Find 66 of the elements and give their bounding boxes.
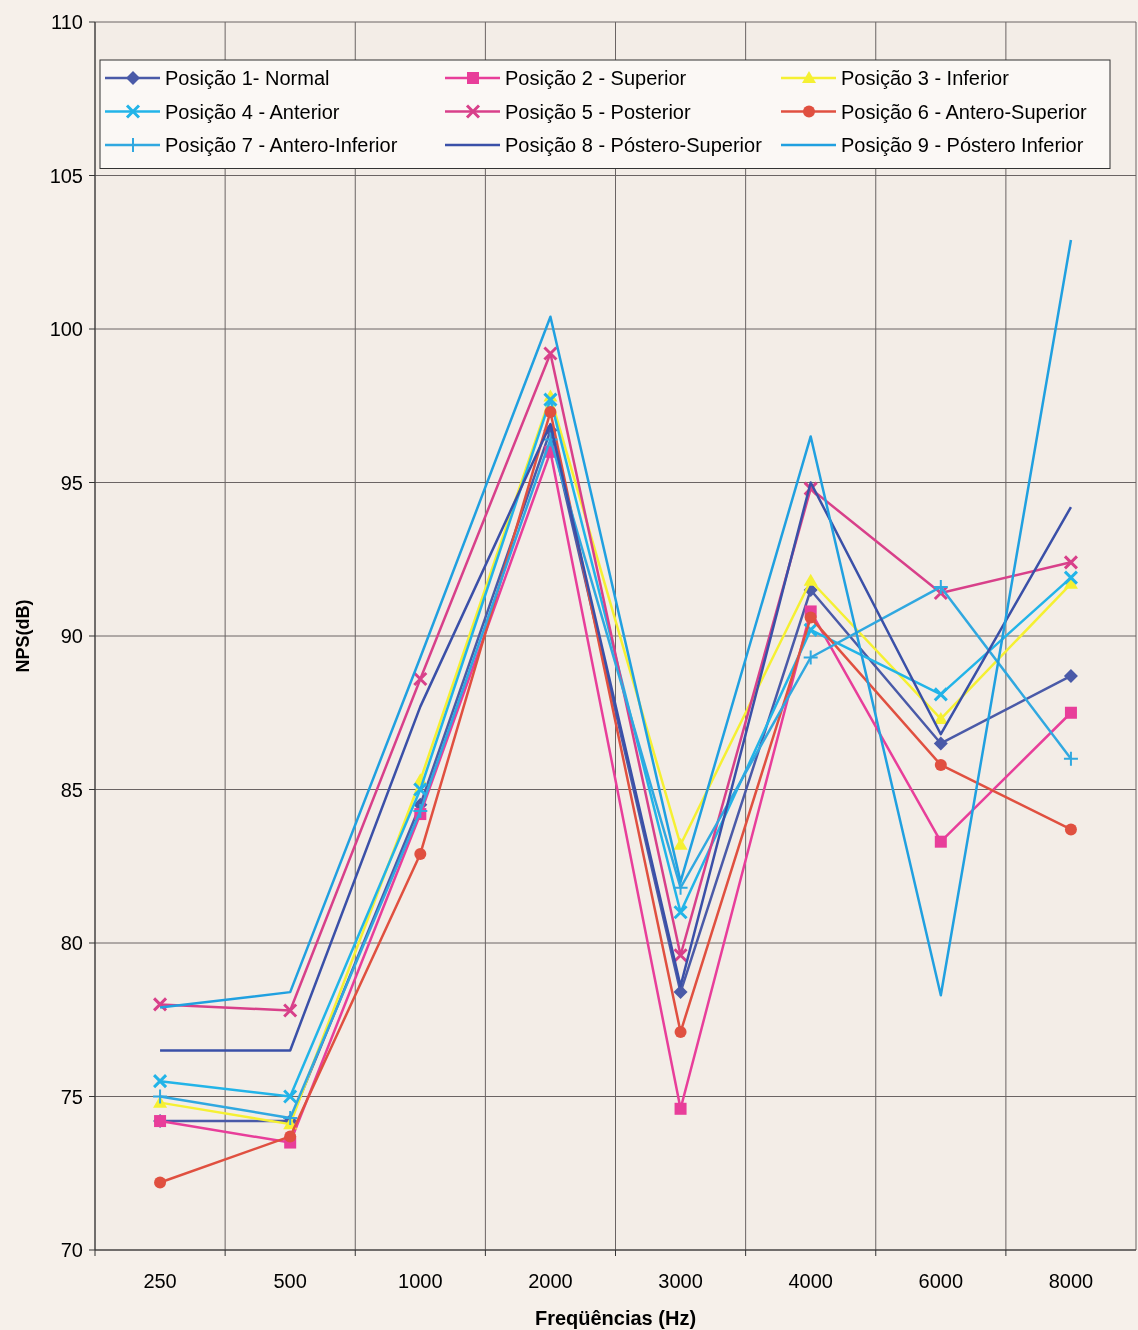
point	[933, 736, 948, 751]
point	[932, 578, 949, 595]
point	[803, 573, 818, 586]
point	[1063, 554, 1079, 570]
x-tick-label: 250	[143, 1270, 177, 1292]
y-tick-label: 90	[60, 625, 83, 647]
point	[152, 1088, 169, 1105]
point	[282, 1089, 298, 1104]
y-axis-title: NPS(dB)	[13, 599, 33, 673]
point	[1062, 750, 1079, 767]
point	[412, 782, 428, 797]
x-tick-label: 4000	[788, 1270, 833, 1292]
x-tick-label: 2000	[528, 1270, 573, 1292]
legend-label: Posição 3 - Inferior	[841, 67, 1010, 89]
point	[542, 431, 559, 448]
y-tick-label: 110	[51, 11, 83, 33]
y-tick-label: 70	[60, 1239, 83, 1261]
y-tick-label: 100	[49, 318, 83, 340]
point	[1064, 706, 1077, 719]
point	[674, 1026, 687, 1039]
legend-label: Posição 9 - Póstero Inferior	[841, 134, 1084, 156]
point	[412, 671, 428, 687]
point	[1063, 668, 1078, 683]
y-tick-label: 85	[60, 778, 83, 801]
x-tick-label: 3000	[658, 1270, 703, 1292]
point	[544, 405, 557, 418]
point	[673, 904, 689, 920]
point	[673, 985, 688, 1000]
y-tick-label: 105	[49, 164, 83, 187]
legend-label: Posição 7 - Antero-Inferior	[165, 134, 398, 156]
legend-label: Posição 2 - Superior	[505, 67, 687, 89]
x-tick-label: 1000	[398, 1270, 443, 1292]
legend-label: Posição 5 - Posterior	[505, 100, 691, 123]
y-tick-label: 75	[60, 1085, 83, 1108]
point	[282, 1003, 298, 1019]
y-tick-label: 80	[60, 932, 83, 954]
point	[542, 346, 558, 362]
point	[673, 837, 688, 850]
point	[152, 1073, 168, 1089]
point	[674, 1102, 687, 1115]
x-tick-label: 500	[273, 1270, 307, 1292]
point	[934, 835, 947, 848]
point	[154, 1176, 167, 1189]
line-series	[158, 238, 1073, 1009]
point	[282, 1109, 299, 1126]
legend-label: Posição 8 - Póstero-Superior	[505, 134, 763, 156]
point	[1064, 823, 1077, 836]
point	[804, 611, 817, 624]
point	[284, 1130, 297, 1143]
x-tick-label: 8000	[1048, 1270, 1094, 1292]
point	[412, 802, 429, 819]
x-tick-label: 6000	[918, 1270, 964, 1292]
legend-label: Posição 1- Normal	[165, 67, 330, 89]
legend-label: Posição 4 - Anterior	[165, 100, 340, 123]
point	[673, 947, 689, 963]
point	[934, 758, 947, 771]
y-tick-label: 95	[60, 471, 83, 494]
point	[802, 649, 819, 666]
point	[152, 996, 168, 1012]
legend-label: Posição 6 - Antero-Superior	[841, 100, 1088, 123]
point	[414, 847, 427, 860]
point	[542, 392, 558, 408]
x-axis-title: Freqüências (Hz)	[534, 1307, 697, 1329]
point	[1063, 570, 1079, 586]
point	[933, 686, 949, 702]
point	[672, 879, 689, 896]
